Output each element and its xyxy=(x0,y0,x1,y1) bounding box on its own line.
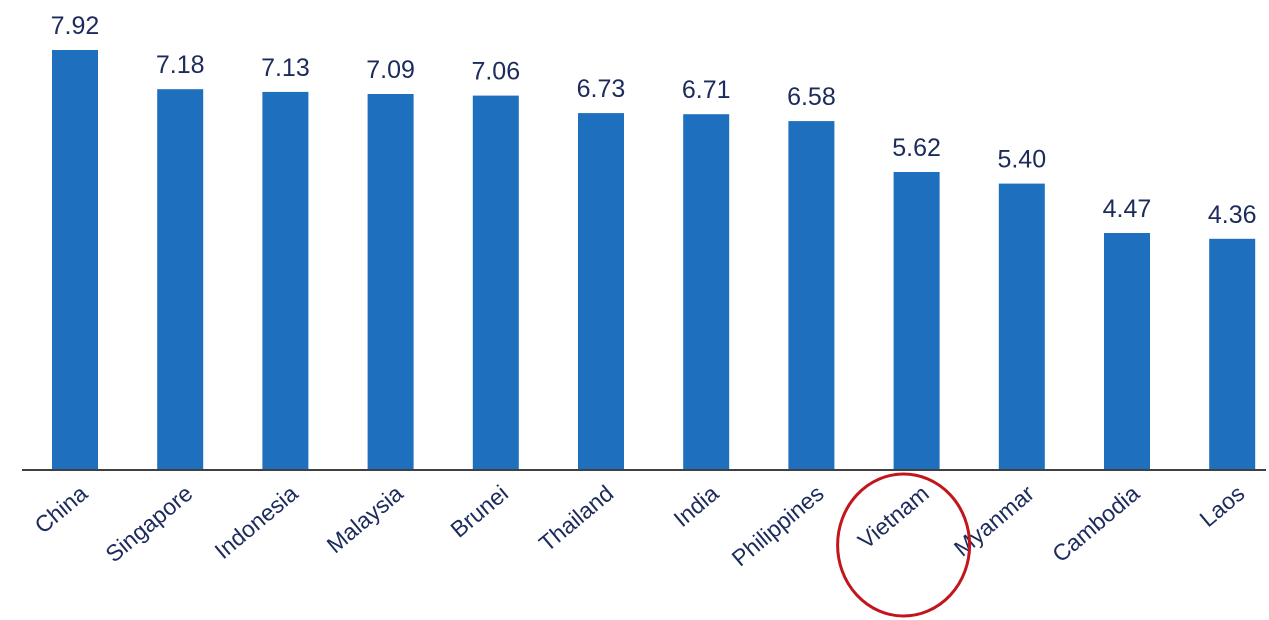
value-label-china: 7.92 xyxy=(51,12,100,40)
bar-singapore xyxy=(157,89,204,470)
category-label-vietnam: Vietnam xyxy=(853,480,934,554)
value-label-philippines: 6.58 xyxy=(787,83,836,111)
category-label-indonesia: Indonesia xyxy=(209,480,302,564)
value-label-singapore: 7.18 xyxy=(156,51,205,79)
value-label-india: 6.71 xyxy=(682,76,731,104)
value-label-myanmar: 5.40 xyxy=(997,146,1046,174)
category-label-myanmar: Myanmar xyxy=(949,480,1039,562)
bars-group xyxy=(52,50,1256,471)
bar-cambodia xyxy=(1104,233,1150,470)
value-label-cambodia: 4.47 xyxy=(1103,195,1152,223)
bar-thailand xyxy=(578,113,624,470)
bar-china xyxy=(52,50,98,470)
highlight-circle xyxy=(836,472,972,618)
value-label-brunei: 7.06 xyxy=(471,58,520,86)
value-label-thailand: 6.73 xyxy=(577,75,626,103)
category-label-china: China xyxy=(29,480,92,539)
category-labels-group: China Singapore Indonesia Malaysia Brunei Tha… xyxy=(29,480,1249,572)
value-labels-group: 7.92 7.18 7.13 7.09 7.06 6.73 6.71 6.58 5.62 5.40… xyxy=(51,12,1257,229)
bar-philippines xyxy=(788,121,835,470)
category-label-philippines: Philippines xyxy=(727,480,829,571)
bar-laos xyxy=(1209,238,1256,470)
value-label-indonesia: 7.13 xyxy=(261,54,310,82)
category-label-cambodia: Cambodia xyxy=(1047,480,1144,567)
value-label-malaysia: 7.09 xyxy=(366,56,415,84)
bar-brunei xyxy=(472,95,519,470)
category-label-india: India xyxy=(668,480,723,532)
value-label-laos: 4.36 xyxy=(1208,201,1257,229)
value-label-vietnam: 5.62 xyxy=(892,134,941,162)
category-label-singapore: Singapore xyxy=(100,480,197,567)
bar-myanmar xyxy=(998,183,1045,470)
bar-india xyxy=(683,114,730,470)
bar-vietnam xyxy=(893,172,940,470)
category-label-laos: Laos xyxy=(1194,480,1249,532)
category-label-thailand: Thailand xyxy=(534,480,618,557)
bar-indonesia xyxy=(262,91,309,471)
bar-malaysia xyxy=(367,94,414,470)
category-label-brunei: Brunei xyxy=(445,480,513,543)
category-label-malaysia: Malaysia xyxy=(322,480,408,558)
